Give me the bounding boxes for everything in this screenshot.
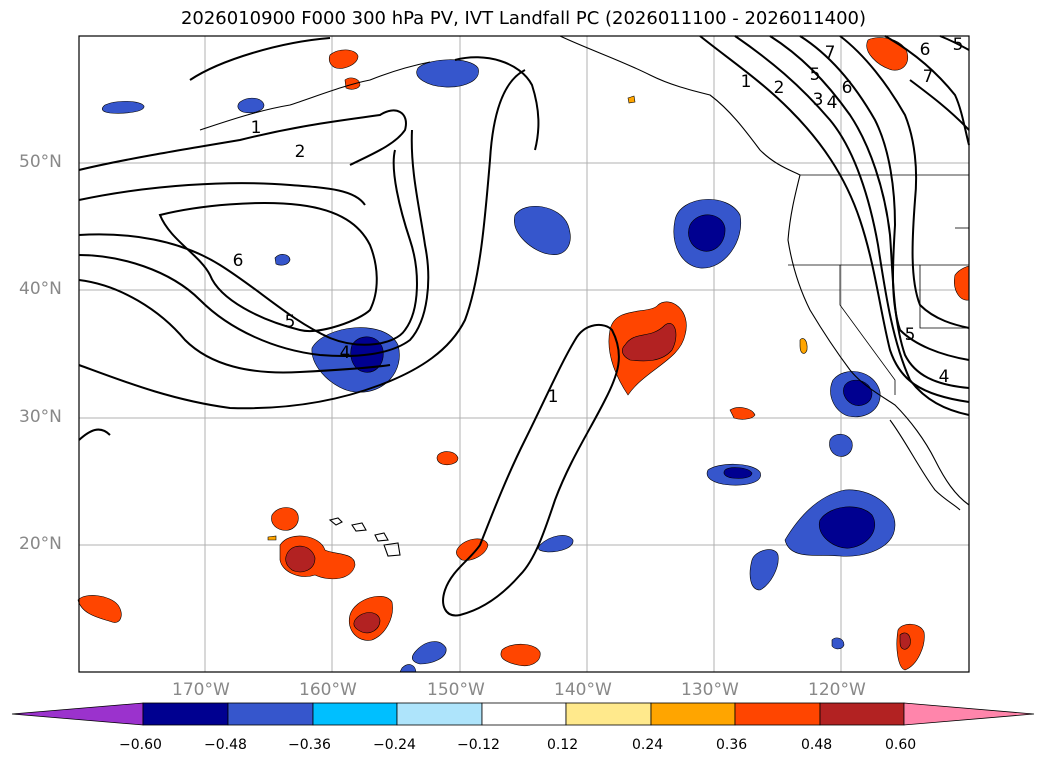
contour-label: 6 xyxy=(233,251,244,271)
positive-anomaly-patches xyxy=(77,37,970,671)
contour-label: 4 xyxy=(827,93,838,113)
contour-label: 3 xyxy=(813,90,824,110)
lon-label-160w: 160°W xyxy=(299,680,357,700)
colorbar-swatch-under xyxy=(11,702,144,726)
colorbar-swatch xyxy=(481,702,567,726)
lat-label-40n: 40°N xyxy=(19,279,62,299)
contour-label: 4 xyxy=(939,367,950,387)
colorbar-swatch xyxy=(142,702,229,726)
lon-label-140w: 140°W xyxy=(554,680,612,700)
lon-label-170w: 170°W xyxy=(172,680,230,700)
colorbar-swatch xyxy=(396,702,483,726)
colorbar-tick-label: 0.48 xyxy=(801,737,833,753)
colorbar-tick-label: −0.60 xyxy=(119,737,162,753)
lon-label-150w: 150°W xyxy=(427,680,485,700)
colorbar-tick-label: −0.24 xyxy=(373,737,416,753)
colorbar-tick-label: −0.48 xyxy=(204,737,247,753)
colorbar-tick-label: 0.12 xyxy=(547,737,579,753)
borders xyxy=(788,174,969,395)
contour-label: 2 xyxy=(774,78,785,98)
colorbar-tick-label: 0.36 xyxy=(716,737,748,753)
colorbar-swatch xyxy=(819,702,905,726)
colorbar-tick-label: −0.36 xyxy=(288,737,331,753)
colorbar-swatch xyxy=(565,702,652,726)
colorbar-swatch xyxy=(734,702,821,726)
contour-label: 1 xyxy=(548,387,559,407)
lat-label-30n: 30°N xyxy=(19,407,62,427)
colorbar-swatch-over xyxy=(903,702,1035,726)
contour-label: 6 xyxy=(920,40,931,60)
map-title: 2026010900 F000 300 hPa PV, IVT Landfall… xyxy=(180,8,867,29)
colorbar-tick-label: 0.60 xyxy=(885,737,917,753)
colorbar-swatch xyxy=(312,702,398,726)
lat-label-50n: 50°N xyxy=(19,152,62,172)
contour-label: 1 xyxy=(251,118,262,138)
contour-label: 5 xyxy=(905,325,916,345)
map-frame xyxy=(78,35,970,673)
contour-label: 7 xyxy=(825,43,836,63)
colorbar xyxy=(11,702,1035,726)
colorbar-tick-label: −0.12 xyxy=(457,737,500,753)
map-background xyxy=(79,36,969,672)
colorbar-swatch xyxy=(650,702,736,726)
colorbar-swatch xyxy=(227,702,314,726)
contour-label: 5 xyxy=(285,312,296,332)
contour-label: 6 xyxy=(842,78,853,98)
contour-label: 7 xyxy=(923,67,934,87)
contour-label: 2 xyxy=(295,142,306,162)
lon-label-120w: 120°W xyxy=(808,680,866,700)
contour-labels: 1 2 6 5 4 1 1 2 3 4 5 6 7 6 7 5 5 4 xyxy=(233,35,964,407)
contour-label: 5 xyxy=(953,35,964,55)
pv-contours xyxy=(78,35,970,617)
coastlines xyxy=(199,35,970,557)
colorbar-tick-label: 0.24 xyxy=(632,737,664,753)
contour-label: 1 xyxy=(741,72,752,92)
lon-label-130w: 130°W xyxy=(681,680,739,700)
contour-label: 5 xyxy=(810,65,821,85)
lat-label-20n: 20°N xyxy=(19,534,62,554)
contour-label: 4 xyxy=(340,343,351,363)
